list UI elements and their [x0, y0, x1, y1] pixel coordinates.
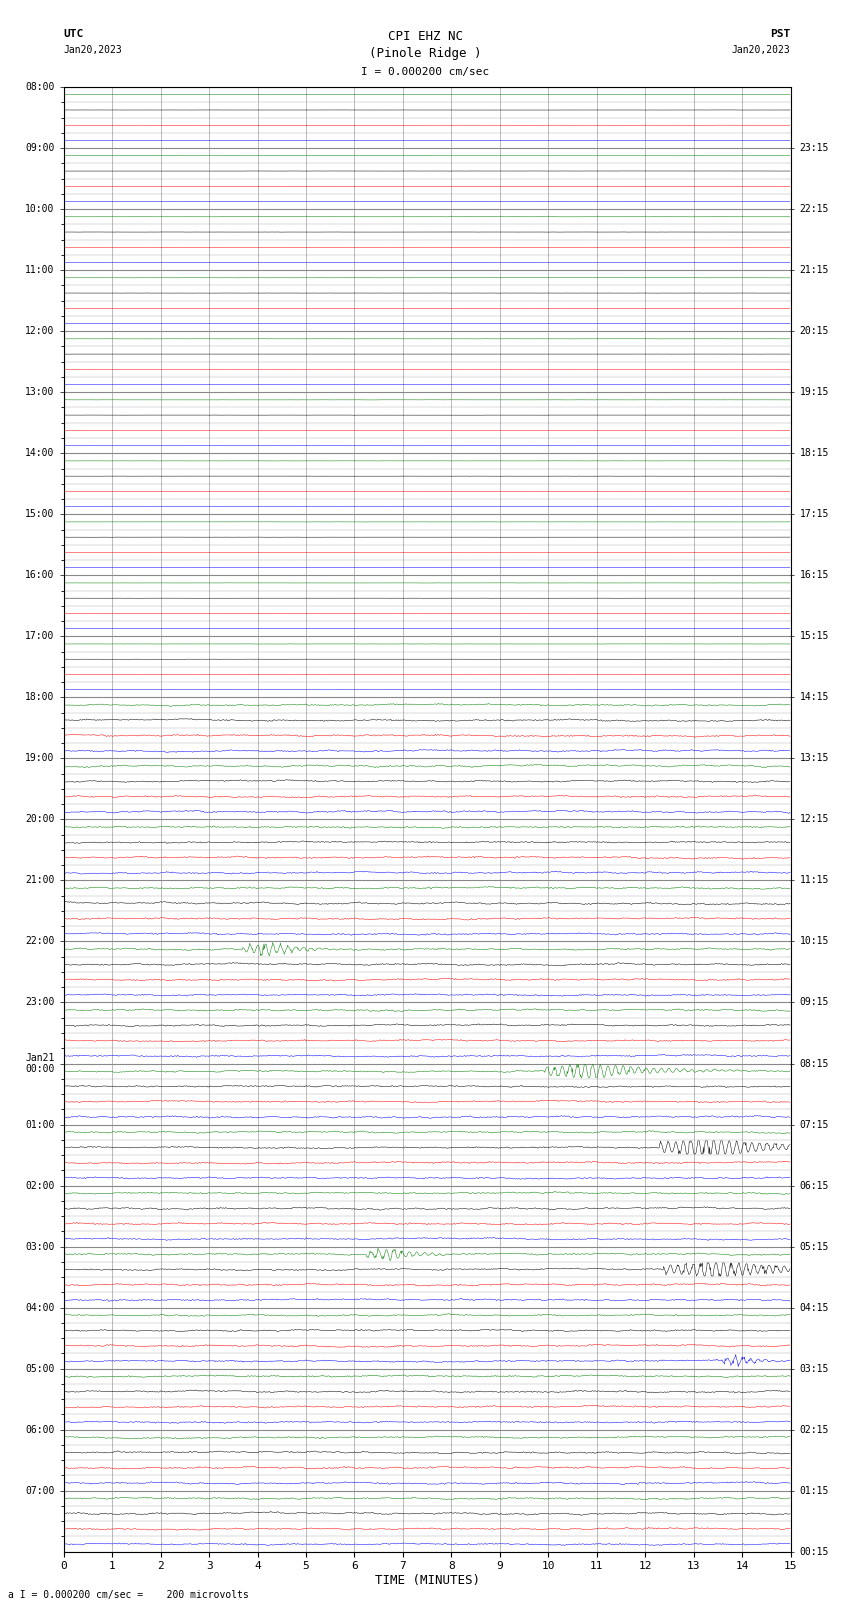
Text: UTC: UTC [64, 29, 84, 39]
X-axis label: TIME (MINUTES): TIME (MINUTES) [375, 1574, 479, 1587]
Text: I = 0.000200 cm/sec: I = 0.000200 cm/sec [361, 68, 489, 77]
Text: a I = 0.000200 cm/sec =    200 microvolts: a I = 0.000200 cm/sec = 200 microvolts [8, 1590, 249, 1600]
Text: Jan20,2023: Jan20,2023 [64, 45, 122, 55]
Text: CPI EHZ NC: CPI EHZ NC [388, 29, 462, 44]
Text: Jan20,2023: Jan20,2023 [732, 45, 791, 55]
Text: PST: PST [770, 29, 790, 39]
Text: (Pinole Ridge ): (Pinole Ridge ) [369, 47, 481, 60]
